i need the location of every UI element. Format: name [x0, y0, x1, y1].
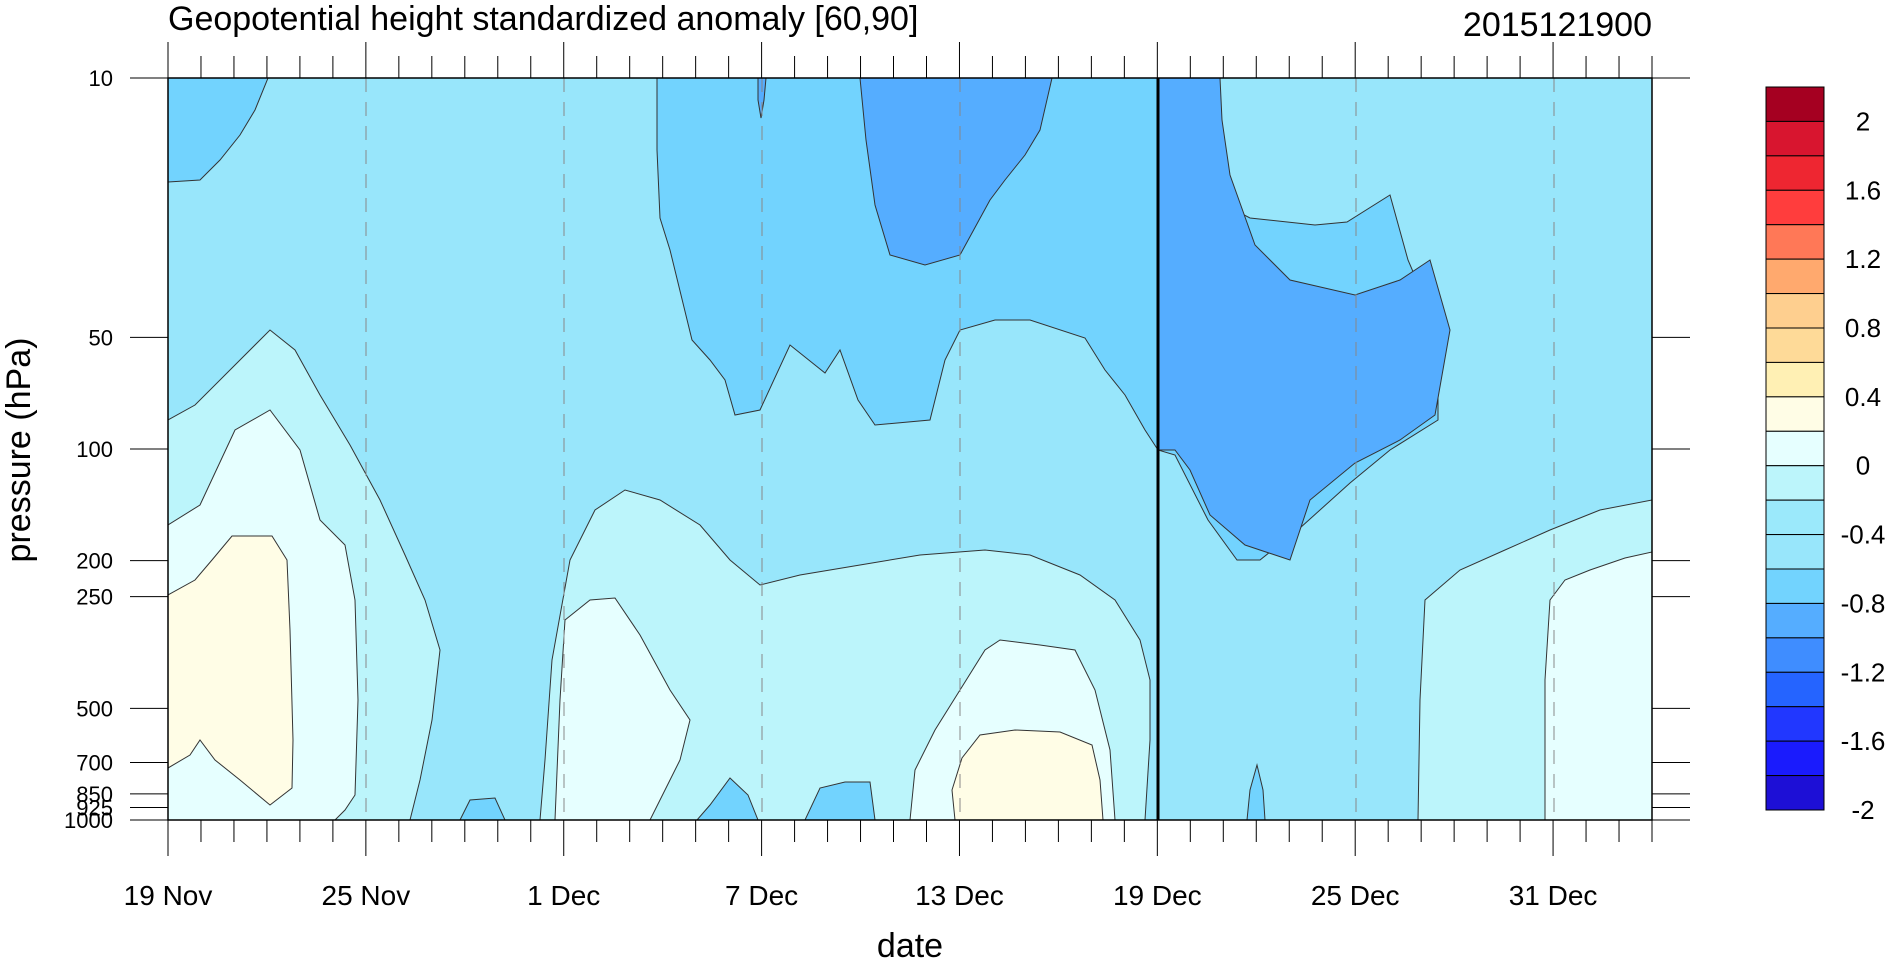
- y-tick-label: 1000: [64, 808, 113, 833]
- chart-date-stamp: 2015121900: [1463, 6, 1652, 44]
- x-tick-label: 19 Dec: [1113, 880, 1202, 911]
- contour-region-blue-bottom2: [696, 777, 759, 820]
- colorbar-label: 1.2: [1845, 244, 1881, 274]
- x-tick-label: 25 Nov: [322, 880, 411, 911]
- colorbar-swatch: [1765, 706, 1825, 742]
- contour-region-blue-top-left: [168, 78, 269, 183]
- colorbar-swatch: [1765, 86, 1825, 122]
- colorbar-label: 2: [1856, 106, 1870, 136]
- colorbar-swatch: [1765, 224, 1825, 260]
- colorbar-label: -2: [1851, 795, 1874, 825]
- colorbar-swatch: [1765, 430, 1825, 467]
- y-tick-label: 10: [89, 66, 113, 91]
- y-axis-label: pressure (hPa): [0, 338, 38, 563]
- colorbar-swatch: [1765, 361, 1825, 398]
- colorbar-swatch: [1765, 740, 1825, 777]
- colorbar-swatch: [1765, 499, 1825, 536]
- colorbar-swatch: [1765, 775, 1825, 811]
- colorbar-swatch: [1765, 258, 1825, 295]
- x-tick-label: 13 Dec: [915, 880, 1004, 911]
- colorbar-swatch: [1765, 293, 1825, 329]
- y-tick-label: 100: [76, 437, 113, 462]
- contour-region-yellow-left: [168, 535, 294, 806]
- y-tick-label: 700: [76, 751, 113, 776]
- contour-region-blue-bottom3: [804, 781, 876, 820]
- contour-field: [168, 78, 1652, 820]
- x-tick-label: 19 Nov: [124, 880, 213, 911]
- colorbar-swatch: [1765, 671, 1825, 708]
- y-tick-label: 50: [89, 325, 113, 350]
- colorbar-swatch: [1765, 327, 1825, 363]
- x-axis: 19 Nov 25 Nov 1 Dec 7 Dec 13 Dec 19 Dec 25 Dec…: [124, 42, 1653, 911]
- y-tick-label: 250: [76, 585, 113, 610]
- colorbar-label: -1.6: [1841, 726, 1886, 756]
- contour-region-deepblue-1: [859, 78, 1053, 266]
- contour-region-blue-bottom1: [459, 797, 506, 820]
- contour-region-pale-right: [1544, 551, 1652, 820]
- colorbar-swatch: [1765, 534, 1825, 570]
- colorbar-label: -0.8: [1841, 588, 1886, 618]
- x-tick-label: 31 Dec: [1509, 880, 1598, 911]
- contour-region-deepblue-3: [1157, 78, 1451, 561]
- colorbar-label: 0.4: [1845, 382, 1881, 412]
- colorbar-swatch: [1765, 568, 1825, 604]
- colorbar-label: 0.8: [1845, 313, 1881, 343]
- colorbar-swatch: [1765, 396, 1825, 432]
- colorbar-swatch: [1765, 155, 1825, 191]
- date-guides: [365, 78, 1555, 820]
- y-tick-label: 500: [76, 696, 113, 721]
- colorbar-label: -0.4: [1841, 520, 1886, 550]
- colorbar-label: 0: [1856, 451, 1870, 481]
- colorbar-swatch: [1765, 189, 1825, 226]
- x-axis-label: date: [877, 927, 943, 963]
- x-tick-label: 1 Dec: [527, 880, 600, 911]
- colorbar-swatch: [1765, 637, 1825, 673]
- y-tick-label: 925: [76, 795, 113, 820]
- colorbar-swatch: [1765, 465, 1825, 501]
- colorbar-swatch: [1765, 120, 1825, 157]
- y-tick-label: 850: [76, 782, 113, 807]
- x-tick-label: 25 Dec: [1311, 880, 1400, 911]
- colorbar-swatch: [1765, 602, 1825, 639]
- colorbar-label: -1.2: [1841, 657, 1886, 687]
- colorbar-label: 1.6: [1845, 175, 1881, 205]
- chart-title: Geopotential height standardized anomaly…: [168, 0, 918, 38]
- colorbar: 2 1.6 1.2 0.8 0.4 0 -0.4 -0.8 -1.2 -1.6 -2: [1765, 86, 1886, 825]
- contour-region-blue-spike: [1246, 763, 1266, 820]
- y-tick-label: 200: [76, 549, 113, 574]
- contour-region-yellow-mid: [951, 729, 1104, 820]
- x-tick-label: 7 Dec: [725, 880, 798, 911]
